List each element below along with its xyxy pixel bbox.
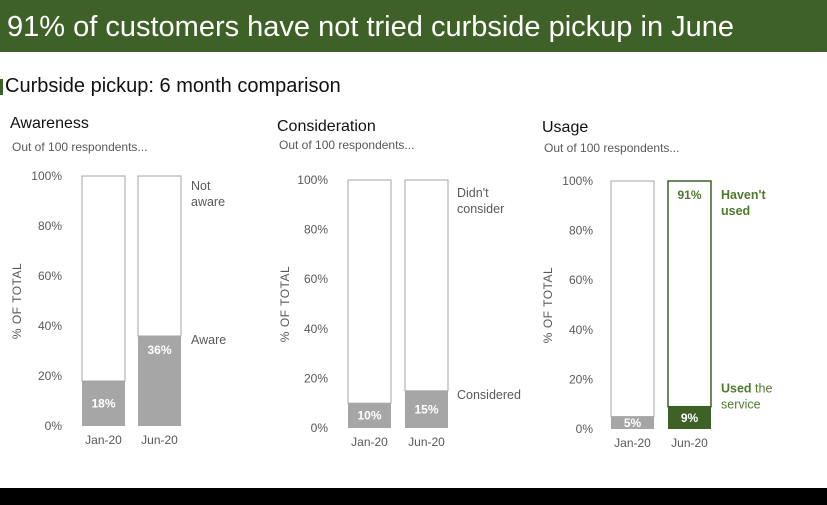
- chart-2-category-label: Jan-20: [351, 435, 388, 449]
- chart-3-y-tick-label: 0%: [576, 422, 594, 436]
- chart-1-legend-bottom-label: Aware: [191, 333, 226, 347]
- chart-2-y-axis-label: % OF TOTAL: [278, 266, 292, 342]
- chart-1-subtitle: Out of 100 respondents...: [12, 140, 147, 154]
- chart-subtitle: Curbside pickup: 6 month comparison: [5, 75, 341, 97]
- chart-3-y-tick-label: 20%: [569, 372, 593, 386]
- chart-3-bar-bottom-segment: [611, 416, 654, 429]
- chart-1-title: Awareness: [10, 115, 89, 132]
- chart-2-y-tick-label: 0%: [311, 421, 329, 435]
- chart-3-legend-bottom-rest: the: [752, 382, 773, 396]
- chart-3-bar-top-segment: [610, 180, 655, 418]
- chart-2-title: Consideration: [277, 118, 376, 135]
- chart-1-y-tick-label: 60%: [38, 269, 62, 283]
- chart-1-legend-top-label: aware: [191, 195, 225, 209]
- chart-1-category-label: Jan-20: [85, 433, 122, 447]
- chart-3-data-label: 9%: [681, 411, 699, 425]
- title-banner: 91% of customers have not tried curbside…: [0, 0, 827, 52]
- charts-area: Awareness Out of 100 respondents... % OF T…: [10, 115, 772, 450]
- chart-3-y-tick-label: 100%: [562, 174, 593, 188]
- chart-1-bar-bottom-segment: [82, 381, 125, 426]
- subtitle-accent-mark: [0, 79, 3, 95]
- chart-3-subtitle: Out of 100 respondents...: [544, 141, 679, 155]
- chart-2-subtitle: Out of 100 respondents...: [279, 138, 414, 152]
- chart-2-bar-bottom-segment: [348, 403, 391, 428]
- chart-2-y-tick-label: 100%: [297, 173, 328, 187]
- chart-3-legend-top-label: Haven't: [721, 188, 766, 202]
- chart-3-bar-top-segment: [667, 180, 712, 408]
- chart-1-y-tick-label: 20%: [38, 369, 62, 383]
- chart-1-y-axis-label: % OF TOTAL: [10, 263, 24, 339]
- chart-3-legend-bottom-label: Used the: [721, 382, 772, 396]
- chart-1-data-label: 36%: [147, 343, 171, 357]
- chart-1-category-label: Jun-20: [141, 433, 178, 447]
- chart-3-category-label: Jan-20: [614, 436, 651, 450]
- chart-3-data-label: 5%: [624, 416, 642, 430]
- chart-2-data-label: 15%: [414, 402, 438, 416]
- chart-2-category-label: Jun-20: [408, 435, 445, 449]
- chart-3-y-axis-label: % OF TOTAL: [541, 267, 555, 343]
- chart-2-bar-top-segment: [347, 179, 392, 404]
- chart-3-legend-top-label: used: [721, 204, 750, 218]
- chart-1-bar-top-segment: [81, 175, 126, 382]
- chart-3-top-data-label: 91%: [677, 188, 701, 202]
- chart-2-y-tick-label: 80%: [304, 223, 328, 237]
- chart-2-legend-bottom-label: Considered: [457, 388, 521, 402]
- chart-3-y-tick-label: 80%: [569, 224, 593, 238]
- chart-2-y-tick-label: 20%: [304, 371, 328, 385]
- chart-2-legend-top-label: consider: [457, 202, 504, 216]
- chart-1-y-tick-label: 40%: [38, 319, 62, 333]
- chart-2-legend-top-label: Didn't: [457, 186, 489, 200]
- chart-1-y-tick-label: 80%: [38, 219, 62, 233]
- chart-1-legend-top-label: Not: [191, 179, 211, 193]
- chart-3-y-tick-label: 60%: [569, 273, 593, 287]
- chart-2-y-tick-label: 60%: [304, 272, 328, 286]
- chart-2-bar-bottom-segment: [405, 390, 448, 428]
- chart-1-data-label: 18%: [91, 397, 115, 411]
- chart-2-data-label: 10%: [357, 409, 381, 423]
- chart-3-legend-bottom-rest-line: service: [721, 398, 761, 412]
- chart-1-y-tick-label: 0%: [45, 419, 63, 433]
- chart-2-y-tick-label: 40%: [304, 322, 328, 336]
- chart-1-bar-bottom-segment: [138, 336, 181, 426]
- chart-3-category-label: Jun-20: [671, 436, 708, 450]
- page-title: 91% of customers have not tried curbside…: [7, 11, 735, 43]
- chart-3-legend-bottom-bold: Used: [721, 382, 752, 396]
- chart-1-bar-top-segment: [137, 175, 182, 337]
- chart-3-bar-bottom-segment: [668, 406, 711, 429]
- footer-bar: [0, 488, 827, 505]
- chart-3-y-tick-label: 40%: [569, 323, 593, 337]
- chart-2-bar-top-segment: [404, 179, 449, 392]
- chart-3-title: Usage: [542, 119, 588, 136]
- chart-1-y-tick-label: 100%: [31, 169, 62, 183]
